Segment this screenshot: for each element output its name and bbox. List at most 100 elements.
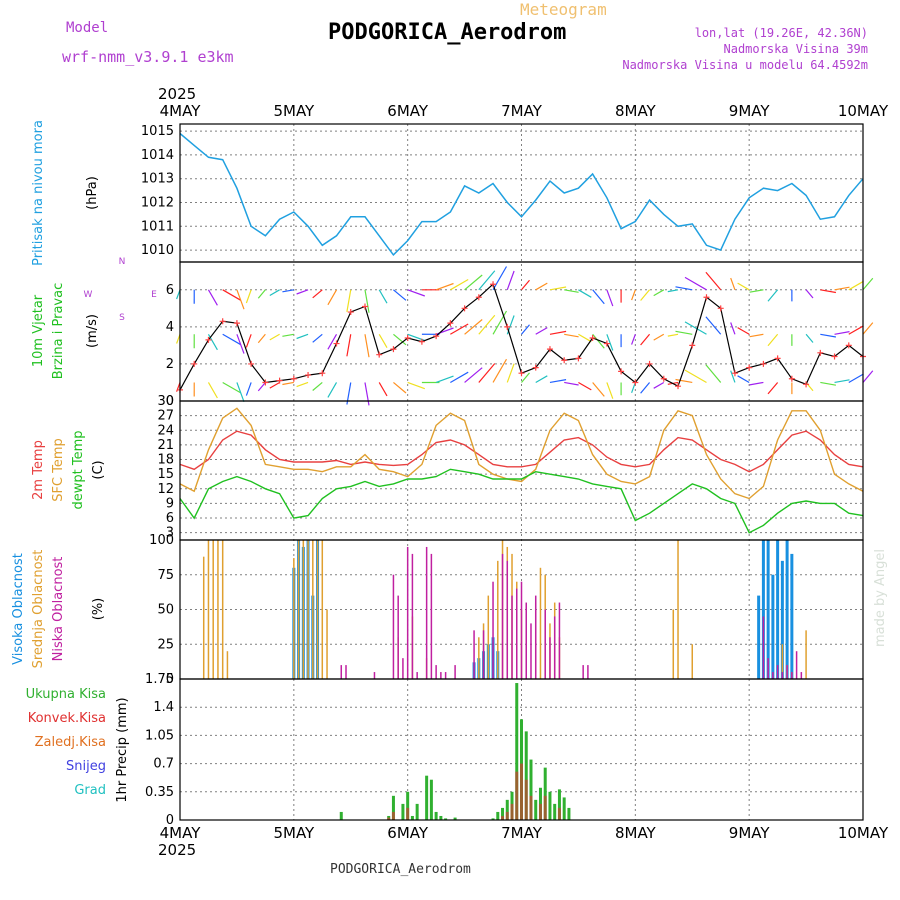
precip-bar-0 [543,767,547,820]
precip-legend-2: Zaledj.Kisa [35,735,106,750]
wind-arrow [257,289,266,299]
wind-arrow [640,333,651,346]
wind-speed-marker [589,334,596,341]
wind-arrow [592,333,605,349]
precip-tick-label: 1.75 [145,672,174,687]
cloud-bar-2 [534,595,537,679]
x-tick-top: 7MAY [501,102,543,120]
wind-speed-marker [219,318,226,325]
wind-arrow [312,333,323,343]
temp-yunit: (C) [91,460,106,479]
wind-arrow [684,369,707,383]
wind-speed-marker [731,370,738,377]
temp-ylabel-3: dewpt Temp [71,430,86,509]
wind-arrow [207,333,218,351]
precip-bar-1 [520,763,523,820]
cloud-bar-1 [326,609,328,679]
precip-legend-3: Snijeg [66,759,106,774]
cloud-bar-1 [293,558,295,679]
wind-arrow [578,289,592,298]
wind-arrow [730,277,736,291]
cloud-bar-2 [525,602,527,679]
wind-ylabel-2: Brzina i Pravac [51,283,66,380]
x-tick-top: 10MAY [838,102,889,120]
wind-arrow [478,363,496,383]
cloud-bar-2 [549,637,551,679]
cloud-bar-2 [516,588,518,679]
x-tick-bottom: 6MAY [387,824,429,842]
x-tick-top: 6MAY [387,102,429,120]
cloud-bar-0 [766,540,770,679]
cloud-bar-2 [781,672,784,679]
precip-tick-label: 1.05 [145,728,174,743]
cloud-bar-2 [473,630,475,679]
cloud-bar-2 [553,616,556,679]
wind-arrow [848,325,864,335]
wind-speed-marker [660,375,667,382]
cloud-bar-1 [691,644,693,679]
wind-speed-marker [618,368,625,375]
precip-bar-1 [406,807,410,820]
cloud-bar-0 [757,595,761,679]
temp-tick-label: 24 [157,423,174,438]
wind-arrow [535,327,548,335]
wind-arrow [767,382,779,395]
cloud-bar-2 [772,672,774,679]
cloud-bar-2 [520,581,523,679]
wind-speed-marker [546,346,553,353]
meteogram-subtitle: Meteogram [520,0,607,19]
wind-arrow [592,289,605,305]
wind-arrow [549,379,567,384]
x-tick-bottom: 7MAY [501,824,543,842]
wind-arrow [737,327,750,335]
cloud-bar-1 [226,651,229,679]
wind-arrow [236,289,245,310]
precip-bar-1 [505,811,509,820]
wind-tick-label: 6 [166,283,174,298]
cloud-bar-2 [416,672,418,679]
wind-arrow [578,333,592,343]
temp-series-1 [179,407,864,500]
compass-N: N [119,257,126,267]
wind-arrow [245,382,252,396]
precip-bar-1 [543,795,547,820]
wind-speed-marker [774,355,781,362]
precip-bar-0 [425,775,429,820]
wind-arrow [640,289,651,301]
cloud-bar-1 [497,560,499,679]
pressure-tick-label: 1014 [141,148,174,163]
cloud-bar-2 [776,665,779,679]
precip-bar-0 [439,815,443,820]
wind-arrow [684,321,707,335]
wind-arrow [820,381,837,386]
wind-arrow [705,271,722,291]
precip-bar-0 [567,807,571,820]
temp-ylabel-2: SFC Temp [51,438,66,502]
wind-arrow [378,382,388,397]
cloud-tick-label: 0 [166,672,174,687]
cloud-bar-1 [202,556,205,679]
wind-speed-marker [461,305,468,312]
pressure-yunit: (hPa) [85,176,100,210]
x-tick-bottom: 9MAY [729,824,771,842]
wind-arrow [749,381,764,386]
wind-arrow [464,319,483,335]
wind-speed-marker [447,320,454,327]
cloud-bar-1 [302,540,305,679]
wind-speed-marker [646,360,653,367]
wind-arrow [675,330,693,335]
wind-arrow [549,330,567,335]
temp-tick-label: 9 [166,496,174,511]
cloud-bar-1 [297,540,300,679]
precip-bar-0 [505,799,509,820]
wind-arrow [653,381,665,389]
wind-speed-marker [290,375,297,382]
wind-arrow [535,282,548,291]
pressure-tick-label: 1012 [141,196,174,211]
cloud-bar-2 [435,665,437,679]
wind-arrow [667,289,679,293]
x-tick-bottom: 5MAY [273,824,315,842]
wind-arrow [578,381,592,391]
cloud-bar-2 [482,630,485,679]
cloud-bar-2 [402,658,404,679]
